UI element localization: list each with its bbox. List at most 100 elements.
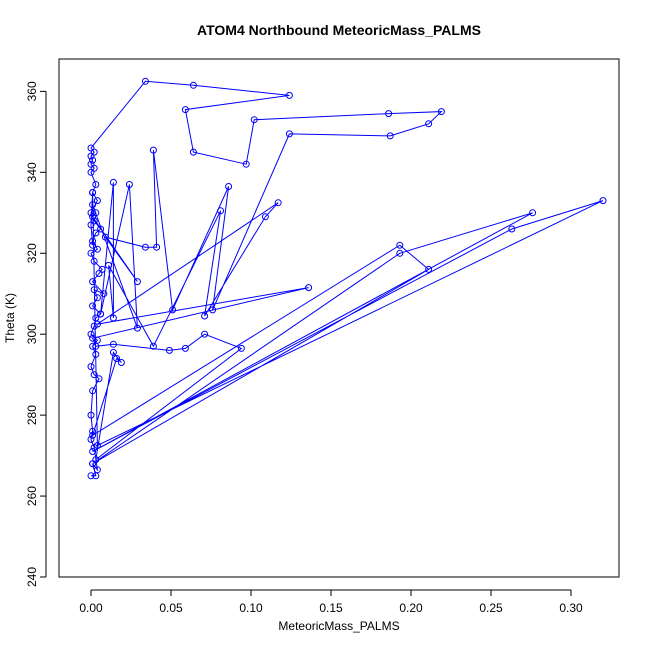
- y-tick-label: 300: [25, 324, 39, 344]
- data-point: [508, 225, 516, 233]
- data-point: [90, 257, 98, 265]
- data-point: [113, 355, 121, 362]
- data-point: [425, 120, 433, 128]
- data-point: [89, 237, 97, 245]
- data-point: [141, 243, 149, 251]
- x-tick-label: 0.15: [319, 601, 343, 615]
- series-line: [90, 80, 604, 477]
- y-tick-label: 320: [25, 243, 39, 263]
- data-point: [125, 181, 133, 188]
- x-tick-label: 0.10: [239, 601, 263, 615]
- data-point: [274, 199, 282, 207]
- data-point: [285, 130, 293, 138]
- data-point: [305, 284, 313, 292]
- data-point: [89, 189, 97, 196]
- data-point: [90, 286, 98, 294]
- y-tick-label: 360: [25, 81, 39, 101]
- data-point: [181, 106, 189, 114]
- data-point: [92, 350, 100, 358]
- data-point: [87, 209, 95, 217]
- data-point: [93, 245, 101, 253]
- data-point: [89, 201, 97, 209]
- data-point: [237, 344, 245, 352]
- data-point: [89, 387, 97, 395]
- data-point: [385, 110, 393, 118]
- data-point: [87, 160, 95, 168]
- data-point: [87, 249, 95, 257]
- data-point: [92, 181, 100, 188]
- x-tick-label: 0.20: [399, 601, 423, 615]
- data-point: [87, 363, 95, 371]
- series-layer: [87, 77, 607, 480]
- x-tick-label: 0.30: [559, 601, 583, 615]
- data-point: [87, 435, 95, 443]
- data-point: [89, 427, 97, 435]
- plot-frame: [58, 58, 620, 578]
- data-point: [93, 197, 101, 205]
- data-point: [133, 324, 141, 332]
- data-point: [149, 146, 157, 154]
- data-point: [105, 261, 113, 269]
- data-point: [117, 359, 125, 366]
- data-point: [396, 249, 404, 257]
- data-point: [89, 334, 97, 342]
- data-point: [89, 448, 97, 455]
- data-point: [599, 197, 607, 205]
- data-point: [261, 213, 269, 221]
- data-point: [92, 229, 100, 237]
- data-point: [201, 312, 209, 320]
- data-point: [101, 233, 109, 241]
- data-point: [97, 310, 105, 318]
- data-point: [109, 314, 117, 322]
- data-point: [92, 342, 100, 350]
- x-tick-label: 0.25: [479, 601, 503, 615]
- x-axis: 0.00 0.05 0.10 0.15 0.20 0.25 0.30: [79, 589, 583, 615]
- data-point: [109, 178, 117, 186]
- data-point: [153, 243, 161, 251]
- data-point: [93, 320, 101, 328]
- data-point: [529, 209, 537, 217]
- data-point: [93, 466, 101, 474]
- x-tick-label: 0.05: [159, 601, 183, 615]
- data-point: [189, 148, 197, 156]
- data-point: [93, 442, 101, 449]
- data-point: [89, 302, 97, 310]
- x-axis-label: MeteoricMass_PALMS: [278, 619, 399, 633]
- data-point: [100, 290, 108, 298]
- data-point: [92, 209, 100, 217]
- data-point: [217, 207, 225, 215]
- data-point: [95, 375, 103, 383]
- y-tick-label: 340: [25, 162, 39, 182]
- data-point: [89, 460, 97, 468]
- data-point: [87, 411, 95, 419]
- y-tick-label: 260: [25, 486, 39, 506]
- data-point: [165, 346, 173, 354]
- data-point: [242, 160, 250, 168]
- y-axis-label: Theta (K): [3, 293, 17, 343]
- data-point: [225, 183, 233, 190]
- data-point: [89, 156, 97, 164]
- y-tick-label: 240: [25, 567, 39, 587]
- data-point: [87, 221, 95, 229]
- data-point: [90, 371, 98, 379]
- data-point: [87, 330, 95, 338]
- data-point: [89, 342, 97, 350]
- data-point: [87, 472, 95, 480]
- data-point: [149, 342, 157, 350]
- chart-title: ATOM4 Northbound MeteoricMass_PALMS: [197, 22, 481, 38]
- data-point: [89, 241, 97, 249]
- y-axis: 240 260 280 300 320 340 360: [25, 81, 47, 587]
- data-point: [141, 77, 149, 85]
- data-point: [97, 225, 105, 233]
- data-point: [109, 348, 117, 356]
- data-point: [209, 306, 217, 314]
- data-point: [425, 265, 433, 273]
- data-point: [386, 132, 394, 140]
- data-point: [189, 81, 197, 89]
- y-tick-label: 280: [25, 405, 39, 425]
- data-point: [285, 91, 293, 99]
- data-point: [437, 108, 445, 116]
- data-point: [250, 116, 258, 124]
- data-point: [89, 278, 97, 286]
